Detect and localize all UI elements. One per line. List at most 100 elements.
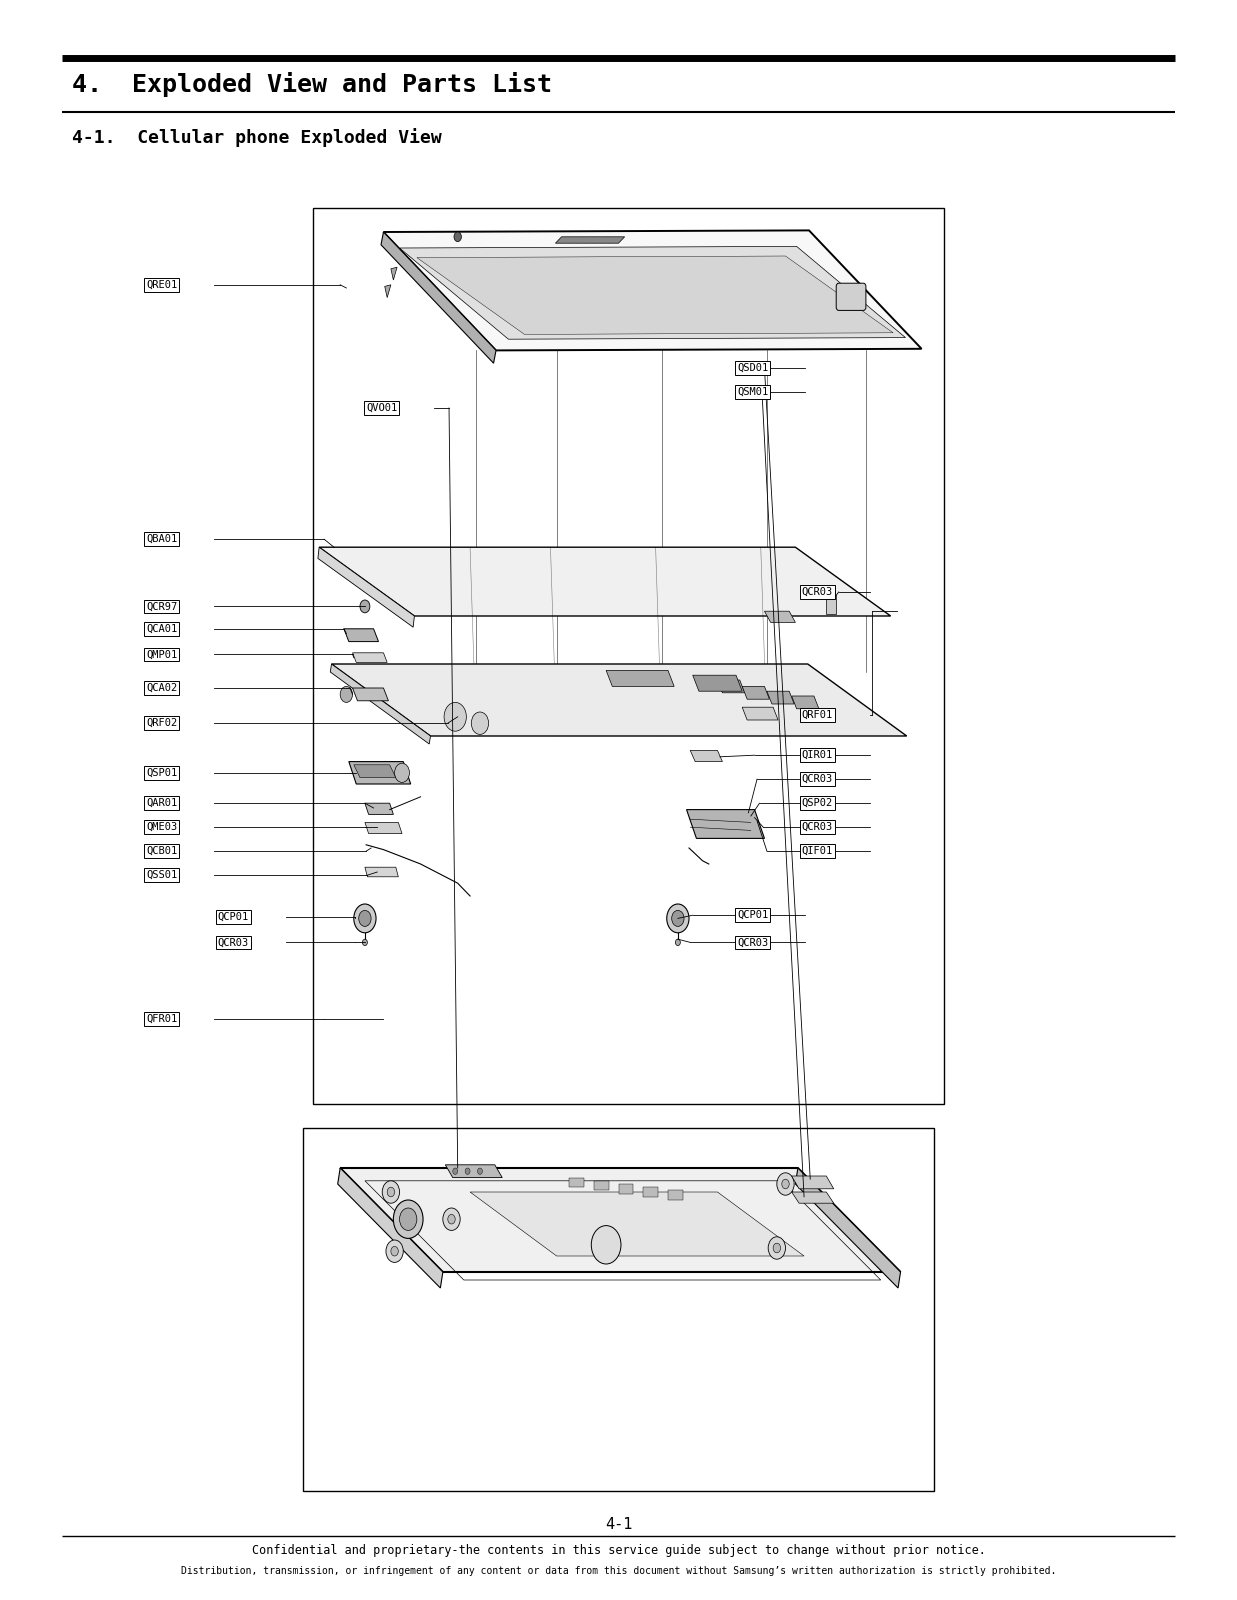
Polygon shape [365, 822, 402, 834]
Text: QIF01: QIF01 [802, 846, 833, 856]
Text: QCR03: QCR03 [218, 938, 249, 947]
Polygon shape [792, 1192, 834, 1203]
Circle shape [782, 1179, 789, 1189]
Polygon shape [690, 750, 722, 762]
Circle shape [387, 1187, 395, 1197]
Text: QSD01: QSD01 [737, 363, 768, 373]
Polygon shape [742, 686, 769, 699]
Polygon shape [338, 1168, 443, 1288]
FancyBboxPatch shape [836, 283, 866, 310]
Circle shape [448, 1214, 455, 1224]
Text: QCA01: QCA01 [146, 624, 177, 634]
Polygon shape [344, 629, 379, 642]
Text: QSM01: QSM01 [737, 387, 768, 397]
Text: QCP01: QCP01 [218, 912, 249, 922]
Text: QSP01: QSP01 [146, 768, 177, 778]
Polygon shape [693, 675, 742, 691]
Circle shape [453, 1168, 458, 1174]
Bar [303, 1128, 934, 1491]
Circle shape [382, 1181, 400, 1203]
Polygon shape [319, 547, 891, 616]
Polygon shape [381, 232, 496, 363]
Polygon shape [383, 230, 922, 350]
Polygon shape [354, 765, 396, 778]
Circle shape [354, 904, 376, 933]
Polygon shape [349, 762, 411, 784]
Circle shape [454, 232, 461, 242]
Polygon shape [417, 256, 893, 334]
Circle shape [672, 910, 684, 926]
Circle shape [768, 1237, 785, 1259]
Text: QCR03: QCR03 [737, 938, 768, 947]
Polygon shape [470, 1192, 804, 1256]
Circle shape [471, 712, 489, 734]
Polygon shape [330, 664, 430, 744]
Polygon shape [764, 611, 795, 622]
Circle shape [773, 1243, 781, 1253]
Text: QBA01: QBA01 [146, 534, 177, 544]
Polygon shape [445, 1165, 502, 1178]
Text: QCB01: QCB01 [146, 846, 177, 856]
Text: QSS01: QSS01 [146, 870, 177, 880]
Text: QCP01: QCP01 [737, 910, 768, 920]
Bar [618, 1184, 633, 1194]
Circle shape [386, 1240, 403, 1262]
Text: QMP01: QMP01 [146, 650, 177, 659]
Circle shape [591, 1226, 621, 1264]
Circle shape [777, 1173, 794, 1195]
Text: 4-1.  Cellular phone Exploded View: 4-1. Cellular phone Exploded View [72, 128, 442, 147]
Polygon shape [365, 867, 398, 877]
Text: QSP02: QSP02 [802, 798, 833, 808]
Text: 4.  Exploded View and Parts List: 4. Exploded View and Parts List [72, 72, 552, 98]
Circle shape [667, 904, 689, 933]
Polygon shape [792, 1176, 834, 1189]
Text: Confidential and proprietary-the contents in this service guide subject to chang: Confidential and proprietary-the content… [251, 1544, 986, 1557]
Text: QCR97: QCR97 [146, 602, 177, 611]
Polygon shape [606, 670, 674, 686]
Bar [313, 208, 944, 1104]
Text: QRF01: QRF01 [802, 710, 833, 720]
Polygon shape [365, 803, 393, 814]
Circle shape [465, 1168, 470, 1174]
Text: QCA02: QCA02 [146, 683, 177, 693]
Circle shape [359, 910, 371, 926]
Circle shape [360, 600, 370, 613]
Polygon shape [353, 688, 388, 701]
Circle shape [391, 1246, 398, 1256]
Bar [826, 595, 836, 614]
Bar [668, 1190, 683, 1200]
Text: QRF02: QRF02 [146, 718, 177, 728]
Bar [594, 1181, 609, 1190]
Text: QRE01: QRE01 [146, 280, 177, 290]
Circle shape [675, 939, 680, 946]
Text: Distribution, transmission, or infringement of any content or data from this doc: Distribution, transmission, or infringem… [181, 1566, 1056, 1576]
Text: QCR03: QCR03 [802, 587, 833, 597]
Circle shape [443, 1208, 460, 1230]
Text: 4-1: 4-1 [605, 1517, 632, 1533]
Bar [643, 1187, 658, 1197]
Polygon shape [742, 707, 778, 720]
Text: QCR03: QCR03 [802, 822, 833, 832]
Polygon shape [795, 1168, 901, 1288]
Text: QVO01: QVO01 [366, 403, 397, 413]
Polygon shape [767, 691, 794, 704]
Polygon shape [792, 696, 819, 709]
Text: QME03: QME03 [146, 822, 177, 832]
Circle shape [400, 1208, 417, 1230]
Polygon shape [318, 547, 414, 627]
Polygon shape [687, 810, 764, 838]
Text: QCR03: QCR03 [802, 774, 833, 784]
Text: QFR01: QFR01 [146, 1014, 177, 1024]
Circle shape [340, 686, 353, 702]
Circle shape [477, 1168, 482, 1174]
Text: QAR01: QAR01 [146, 798, 177, 808]
Circle shape [362, 939, 367, 946]
Polygon shape [400, 246, 905, 339]
Circle shape [395, 763, 409, 782]
Circle shape [393, 1200, 423, 1238]
Bar [569, 1178, 584, 1187]
Polygon shape [391, 267, 397, 280]
Text: QIR01: QIR01 [802, 750, 833, 760]
Polygon shape [332, 664, 907, 736]
Polygon shape [555, 237, 625, 243]
